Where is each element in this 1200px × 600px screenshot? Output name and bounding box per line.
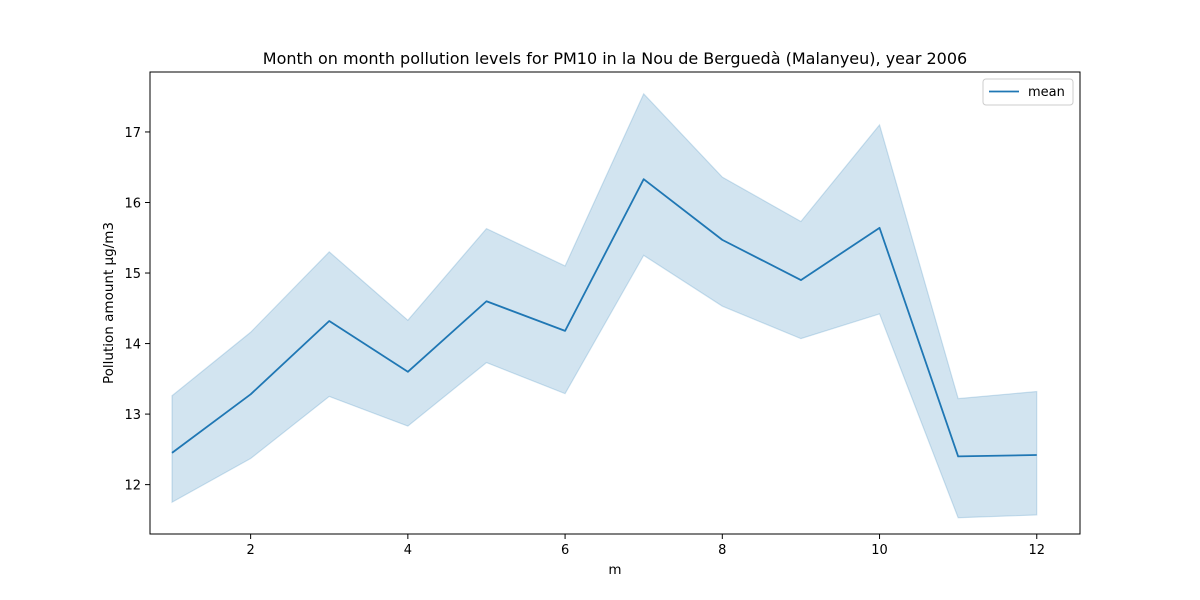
legend-label-mean: mean bbox=[1028, 85, 1065, 100]
plot-area-frame bbox=[149, 71, 1081, 535]
confidence-band-layer bbox=[171, 92, 1038, 519]
y-axis-ticks: 12 13 14 15 16 17 bbox=[124, 126, 150, 494]
x-tick-label: 6 bbox=[561, 543, 569, 558]
x-axis-title: m bbox=[608, 562, 621, 578]
y-axis-title: Pollution amount µg/m3 bbox=[101, 222, 117, 384]
series-line-mean bbox=[171, 178, 1037, 458]
legend: mean bbox=[982, 78, 1074, 106]
x-tick-label: 12 bbox=[1028, 543, 1045, 558]
y-tick-label: 12 bbox=[124, 479, 141, 494]
chart-title: Month on month pollution levels for PM10… bbox=[263, 49, 967, 68]
y-tick-label: 17 bbox=[124, 126, 141, 141]
x-tick-label: 2 bbox=[246, 543, 254, 558]
y-tick-label: 14 bbox=[124, 338, 141, 353]
confidence-band bbox=[171, 92, 1038, 519]
x-tick-label: 10 bbox=[871, 543, 888, 558]
x-axis-ticks: 2 4 6 8 10 12 bbox=[246, 534, 1045, 558]
x-tick-label: 4 bbox=[404, 543, 412, 558]
y-tick-label: 15 bbox=[124, 267, 141, 282]
series-line-layer bbox=[171, 178, 1037, 458]
x-tick-label: 8 bbox=[718, 543, 726, 558]
y-tick-label: 13 bbox=[124, 408, 141, 423]
legend-box bbox=[982, 78, 1074, 106]
y-tick-label: 16 bbox=[124, 196, 141, 211]
